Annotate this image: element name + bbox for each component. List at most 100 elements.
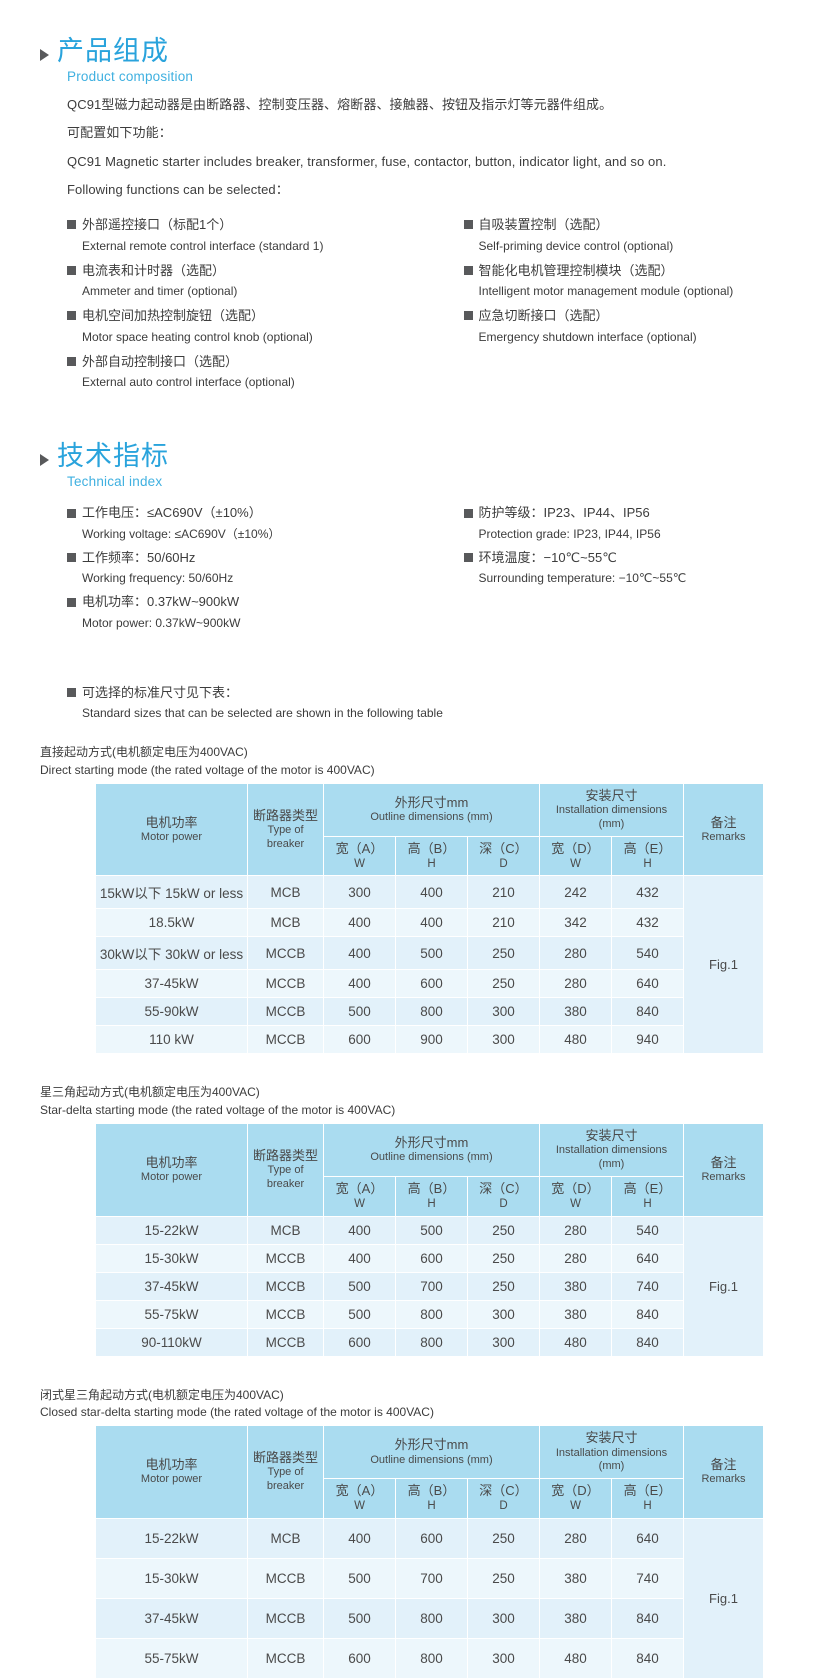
cell-a: 400	[323, 936, 396, 971]
header-col-b: 高（B） H	[395, 1175, 468, 1217]
cell-type: MCCB	[247, 1271, 324, 1301]
square-bullet-icon	[463, 265, 473, 275]
feature-text-en: Self-priming device control (optional)	[478, 238, 674, 253]
cell-d: 380	[539, 1597, 612, 1639]
header-col-e-en: H	[643, 1500, 652, 1513]
feature-label-cn: 外部遥控接口（标配1个）	[67, 215, 429, 235]
header-breaker-type: 断路器类型 Type of breaker	[247, 783, 324, 877]
spec-label-cn: 工作频率：50/60Hz	[67, 548, 429, 568]
paragraph-en-2: Following functions can be selected：	[67, 181, 289, 197]
cell-c: 300	[467, 1327, 540, 1357]
feature-text-cn: 外部自动控制接口（选配）	[82, 353, 239, 369]
header-breaker-type-en1: Type of	[267, 1466, 304, 1479]
feature-text-en: Intelligent motor management module (opt…	[478, 284, 734, 299]
header-outline-cn: 外形尺寸mm	[394, 794, 469, 810]
feature-label-cn: 自吸装置控制（选配）	[463, 215, 791, 235]
datasheet-page: 产品组成 Product composition QC91型磁力起动器是由断路器…	[40, 36, 791, 1679]
table-row: 30kW以下 30kW or less MCCB 400 500 250 280…	[95, 936, 764, 971]
cell-a: 500	[323, 1597, 396, 1639]
header-col-c-cn: 深（C）	[479, 1180, 528, 1196]
header-col-d: 宽（D） W	[539, 1175, 612, 1217]
header-col-e: 高（E） H	[611, 1175, 684, 1217]
cell-c: 250	[467, 1243, 540, 1273]
cell-power: 55-75kW	[95, 1299, 248, 1329]
cell-type: MCCB	[247, 969, 324, 999]
table-row: 37-45kW MCCB 500 800 300 380 840	[95, 1597, 764, 1639]
feature-item: 外部自动控制接口（选配） External auto control inter…	[67, 352, 429, 392]
header-remarks-cn: 备注	[710, 814, 737, 830]
table-caption-en: Star-delta starting mode (the rated volt…	[40, 1102, 396, 1117]
paragraph-cn-1: QC91型磁力起动器是由断路器、控制变压器、熔断器、接触器、按钮及指示灯等元器件…	[67, 97, 613, 113]
table-caption-cn: 星三角起动方式(电机额定电压为400VAC)	[40, 1085, 260, 1100]
header-col-a: 宽（A） W	[323, 1175, 396, 1217]
header-col-c-en: D	[499, 858, 508, 871]
cell-d: 280	[539, 969, 612, 999]
header-breaker-type-en2: breaker	[266, 837, 305, 850]
header-col-e: 高（E） H	[611, 1478, 684, 1519]
cell-type: MCB	[247, 908, 324, 938]
header-motor-power-en: Motor power	[140, 831, 203, 843]
spec-label-cn: 工作电压：≤AC690V（±10%）	[67, 503, 429, 523]
square-bullet-icon	[67, 220, 76, 230]
header-remarks-en: Remarks	[701, 1171, 746, 1184]
cell-e: 640	[611, 1243, 684, 1273]
table-row: 55-75kW MCCB 600 800 300 480 840	[95, 1637, 764, 1679]
cell-c: 300	[467, 1025, 540, 1055]
cell-d: 342	[539, 908, 612, 938]
header-breaker-type-en2: breaker	[266, 1178, 305, 1191]
header-col-a: 宽（A） W	[323, 1478, 396, 1519]
header-breaker-type-en1: Type of	[267, 824, 304, 837]
cell-a: 600	[323, 1327, 396, 1357]
header-motor-power-en: Motor power	[140, 1473, 203, 1486]
paragraph-cn-2: 可配置如下功能：	[67, 125, 172, 141]
cell-b: 800	[395, 1327, 468, 1357]
cell-a: 500	[323, 1299, 396, 1329]
cell-e: 740	[611, 1271, 684, 1301]
feature-text-cn: 外部遥控接口（标配1个）	[82, 217, 233, 233]
cell-power: 15-22kW	[95, 1517, 248, 1559]
cell-d: 380	[539, 1557, 612, 1599]
cell-c: 300	[467, 1299, 540, 1329]
cell-e: 840	[611, 1327, 684, 1357]
table-row: 18.5kW MCB 400 400 210 342 432	[95, 908, 764, 938]
header-motor-power: 电机功率 Motor power	[95, 1425, 248, 1519]
spec-label-cn: 防护等级：IP23、IP44、IP56	[463, 503, 791, 523]
header-col-c: 深（C） D	[467, 1175, 540, 1217]
header-outline-dimensions: 外形尺寸mm Outline dimensions (mm)	[323, 1123, 540, 1177]
header-breaker-type-en1: Type of	[267, 1164, 304, 1177]
header-outline-dimensions: 外形尺寸mm Outline dimensions (mm)	[323, 1425, 540, 1480]
header-breaker-type: 断路器类型 Type of breaker	[247, 1123, 324, 1217]
header-outline-en: Outline dimensions (mm)	[370, 1453, 493, 1466]
cell-power: 55-90kW	[95, 997, 248, 1027]
cell-b: 800	[395, 1597, 468, 1639]
square-bullet-icon	[67, 265, 76, 275]
technical-index-heading: 技术指标	[40, 441, 790, 472]
header-outline-cn: 外形尺寸mm	[394, 1135, 469, 1151]
cell-b: 600	[395, 1517, 468, 1559]
cell-c: 250	[467, 1271, 540, 1301]
cell-power: 15-30kW	[95, 1243, 248, 1273]
header-install-en: Installation dimensions (mm)	[555, 804, 668, 831]
spec-item: 工作频率：50/60Hz Working frequency: 50/60Hz	[67, 548, 429, 588]
cell-b: 700	[395, 1557, 468, 1599]
cell-a: 600	[323, 1637, 396, 1679]
header-installation-dimensions: 安装尺寸 Installation dimensions (mm)	[539, 1123, 684, 1177]
header-col-d-cn: 宽（D）	[551, 1180, 600, 1196]
table-block-direct-starting: 直接起动方式(电机额定电压为400VAC) Direct starting mo…	[40, 744, 790, 1055]
cell-d: 380	[539, 1271, 612, 1301]
header-breaker-type-cn: 断路器类型	[252, 807, 318, 823]
header-col-b: 高（B） H	[395, 1478, 468, 1519]
header-col-a-en: W	[354, 1500, 365, 1513]
header-remarks-cn: 备注	[710, 1154, 737, 1170]
header-col-a-en: W	[354, 1198, 365, 1211]
header-outline-en: Outline dimensions (mm)	[370, 811, 493, 824]
square-bullet-icon	[67, 508, 76, 518]
table-row: 55-75kW MCCB 500 800 300 380 840	[95, 1299, 764, 1329]
cell-type: MCCB	[247, 936, 324, 971]
spec-text-en: Protection grade: IP23, IP44, IP56	[478, 526, 661, 541]
cell-b: 800	[395, 997, 468, 1027]
header-col-e-cn: 高（E）	[623, 840, 672, 856]
paragraph-en-1: QC91 Magnetic starter includes breaker, …	[67, 153, 667, 169]
feature-text-en: Ammeter and timer (optional)	[82, 284, 238, 299]
feature-text-en: External auto control interface (optiona…	[82, 375, 295, 390]
